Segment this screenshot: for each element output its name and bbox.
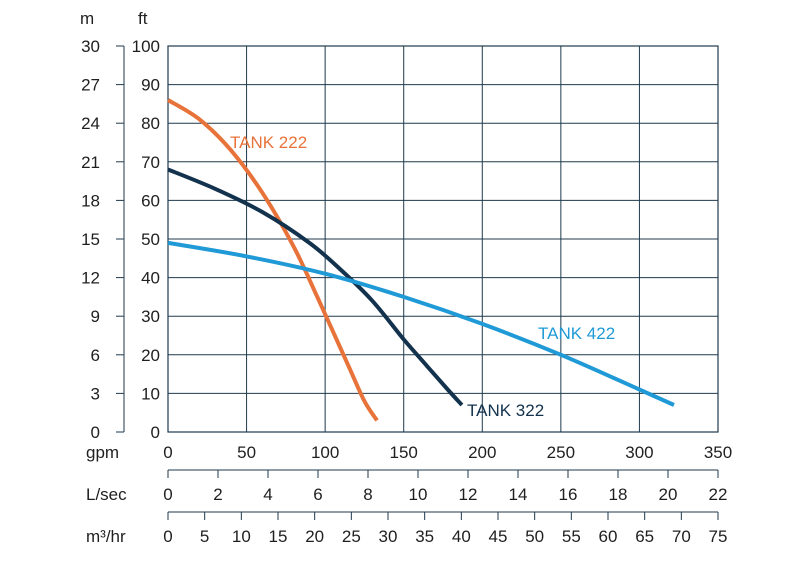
- lsec-tick-label: 8: [363, 485, 372, 504]
- ft-tick-label: 50: [141, 230, 160, 249]
- m-axis-unit: m: [80, 9, 94, 28]
- m3hr-tick-label: 30: [379, 527, 398, 546]
- gpm-tick-label: 150: [390, 443, 418, 462]
- series-labels: TANK 222 TANK 322 TANK 422: [230, 133, 615, 420]
- curve-tank-422: [167, 240, 675, 407]
- curve-tank-222: [166, 98, 379, 422]
- ft-tick-label: 10: [141, 384, 160, 403]
- lsec-tick-label: 18: [609, 485, 628, 504]
- m-tick-label: 15: [81, 230, 100, 249]
- lsec-tick-label: 14: [509, 485, 528, 504]
- lsec-tick-label: 20: [659, 485, 678, 504]
- ft-tick-label: 70: [141, 153, 160, 172]
- lsec-tick-label: 16: [559, 485, 578, 504]
- m-tick-label: 9: [91, 307, 100, 326]
- lsec-tick-label: 0: [163, 485, 172, 504]
- gpm-tick-label: 100: [311, 443, 339, 462]
- m3hr-axis-unit: m³/hr: [86, 527, 126, 546]
- ft-tick-label: 40: [141, 269, 160, 288]
- m3hr-tick-label: 5: [200, 527, 209, 546]
- ft-tick-label: 100: [132, 37, 160, 56]
- m-tick-label: 27: [81, 76, 100, 95]
- m3hr-tick-label: 10: [232, 527, 251, 546]
- lsec-axis-unit: L/sec: [86, 485, 127, 504]
- ft-tick-label: 20: [141, 346, 160, 365]
- label-tank-222: TANK 222: [230, 133, 307, 152]
- m3hr-tick-label: 15: [269, 527, 288, 546]
- lsec-tick-label: 6: [313, 485, 322, 504]
- m3hr-tick-label: 65: [635, 527, 654, 546]
- m-tick-label: 30: [81, 37, 100, 56]
- m3hr-tick-label: 20: [305, 527, 324, 546]
- m3hr-tick-label: 75: [709, 527, 728, 546]
- curves: [166, 98, 675, 422]
- ft-tick-label: 30: [141, 307, 160, 326]
- ft-tick-label: 90: [141, 76, 160, 95]
- gpm-tick-label: 300: [625, 443, 653, 462]
- m3hr-tick-label: 35: [415, 527, 434, 546]
- ft-tick-label: 0: [151, 423, 160, 442]
- gpm-tick-label: 350: [704, 443, 732, 462]
- label-tank-322: TANK 322: [467, 401, 544, 420]
- label-tank-422: TANK 422: [538, 324, 615, 343]
- gpm-tick-label: 250: [547, 443, 575, 462]
- m3hr-tick-label: 70: [672, 527, 691, 546]
- m-tick-label: 6: [91, 346, 100, 365]
- m-tick-label: 21: [81, 153, 100, 172]
- gpm-tick-label: 200: [468, 443, 496, 462]
- gpm-tick-label: 0: [163, 443, 172, 462]
- lsec-tick-label: 4: [263, 485, 272, 504]
- m3hr-tick-label: 45: [489, 527, 508, 546]
- m3hr-tick-label: 55: [562, 527, 581, 546]
- y-axes: 0 3 6 9 12 15 18 21 24 27 30 m 0 10 20 30 40 50 60 70 80 90 10…: [80, 9, 160, 442]
- lsec-tick-label: 10: [409, 485, 428, 504]
- ft-tick-label: 80: [141, 114, 160, 133]
- m3hr-tick-label: 40: [452, 527, 471, 546]
- lsec-tick-label: 2: [213, 485, 222, 504]
- m3hr-tick-label: 25: [342, 527, 361, 546]
- m3hr-tick-label: 50: [525, 527, 544, 546]
- lsec-tick-label: 22: [709, 485, 728, 504]
- m3hr-tick-label: 60: [599, 527, 618, 546]
- ft-axis-unit: ft: [138, 9, 148, 28]
- lsec-tick-label: 12: [459, 485, 478, 504]
- gpm-axis-unit: gpm: [86, 443, 119, 462]
- plot-frame: [167, 45, 719, 433]
- grid: [167, 45, 719, 433]
- m-tick-label: 0: [91, 423, 100, 442]
- curve-tank-322: [167, 167, 464, 407]
- m-tick-label: 24: [81, 114, 100, 133]
- m-tick-label: 3: [91, 384, 100, 403]
- plot-border: [167, 45, 719, 433]
- m-tick-label: 12: [81, 269, 100, 288]
- ft-tick-label: 60: [141, 191, 160, 210]
- gpm-tick-label: 50: [237, 443, 256, 462]
- m-tick-label: 18: [81, 191, 100, 210]
- m3hr-tick-label: 0: [163, 527, 172, 546]
